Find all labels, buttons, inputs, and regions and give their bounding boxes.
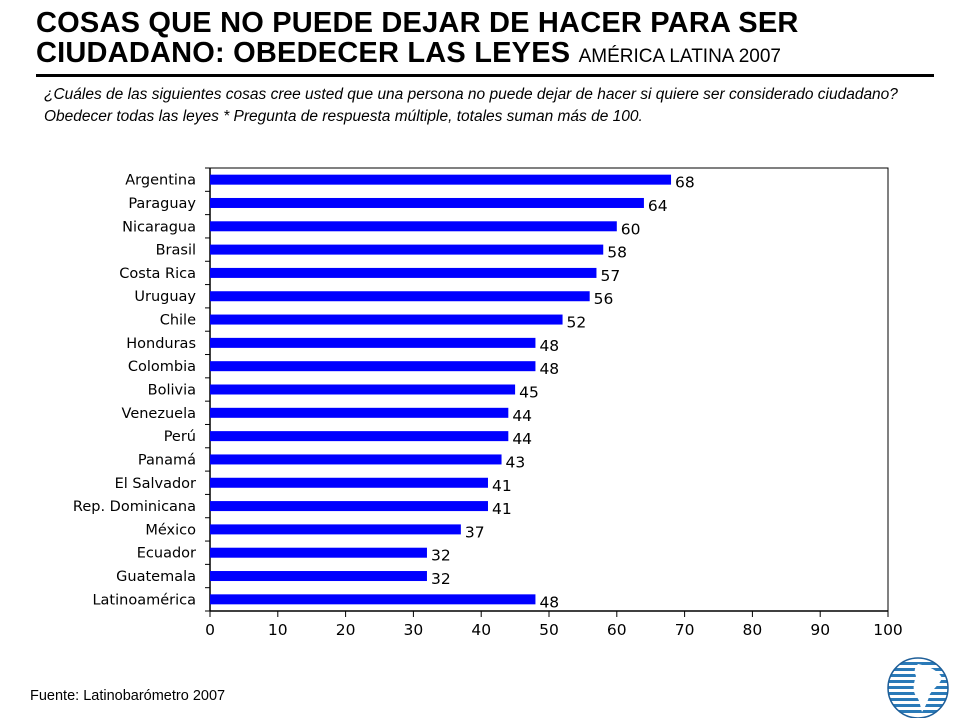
category-label: Argentina (125, 173, 196, 189)
bar (210, 221, 617, 232)
category-label: Rep. Dominicana (73, 499, 196, 515)
category-label: Chile (160, 313, 196, 329)
page-title-line-1: COSAS QUE NO PUEDE DEJAR DE HACER PARA S… (36, 7, 799, 39)
category-label: Colombia (128, 359, 196, 375)
data-label: 48 (539, 593, 559, 611)
category-label: Paraguay (128, 196, 196, 212)
data-label: 48 (539, 337, 559, 355)
category-label: Perú (164, 429, 196, 445)
bar (210, 197, 644, 208)
category-label: Guatemala (116, 569, 196, 585)
data-label: 41 (492, 477, 512, 495)
x-tick-label: 100 (873, 621, 903, 639)
bar (210, 594, 536, 605)
category-label: Uruguay (134, 289, 196, 305)
latinobarometro-globe-icon (884, 654, 956, 723)
x-tick-label: 80 (743, 621, 763, 639)
data-label: 52 (567, 314, 587, 332)
category-label: Honduras (126, 336, 196, 352)
page-title-line-2: CIUDADANO: OBEDECER LAS LEYES AMÉRICA LA… (36, 38, 956, 72)
data-label: 68 (675, 174, 695, 192)
bar (210, 267, 597, 278)
x-tick-label: 60 (607, 621, 627, 639)
data-label: 58 (607, 244, 627, 262)
survey-question: ¿Cuáles de las siguientes cosas cree ust… (44, 86, 898, 125)
data-label: 45 (519, 384, 539, 402)
bar (210, 571, 427, 582)
data-label: 32 (431, 570, 451, 588)
data-label: 60 (621, 220, 641, 238)
data-label: 64 (648, 197, 668, 215)
bar (210, 384, 516, 395)
category-label: Nicaragua (122, 219, 196, 235)
x-tick-label: 50 (539, 621, 559, 639)
bar (210, 244, 604, 255)
source-note: Fuente: Latinobarómetro 2007 (30, 688, 226, 704)
data-label: 37 (465, 523, 485, 541)
category-label: Bolivia (148, 383, 196, 399)
x-tick-label: 10 (268, 621, 288, 639)
bar (210, 361, 536, 372)
bar (210, 174, 672, 185)
category-label: Latinoamérica (92, 592, 196, 608)
x-tick-label: 20 (336, 621, 356, 639)
bar (210, 501, 488, 512)
x-tick-label: 90 (810, 621, 830, 639)
x-tick-label: 70 (675, 621, 695, 639)
data-label: 43 (506, 453, 526, 471)
x-tick-label: 30 (404, 621, 424, 639)
bar-chart: 0 10 20 30 40 50 60 70 80 90 100 Argentina 68 Paragua… (73, 167, 903, 639)
category-label: Costa Rica (119, 266, 196, 282)
data-label: 44 (512, 430, 532, 448)
category-label: Ecuador (137, 546, 196, 562)
data-label: 41 (492, 500, 512, 518)
page-subtitle: AMÉRICA LATINA 2007 (578, 46, 781, 67)
category-label: México (145, 522, 196, 538)
data-label: 57 (600, 267, 620, 285)
category-label: Panamá (138, 452, 196, 468)
bar (210, 524, 461, 535)
data-label: 32 (431, 547, 451, 565)
data-label: 44 (512, 407, 532, 425)
bar (210, 431, 509, 442)
bar (210, 291, 590, 302)
x-tick-label: 40 (471, 621, 491, 639)
category-label: El Salvador (115, 476, 196, 492)
category-label: Venezuela (122, 406, 196, 422)
bar (210, 477, 488, 488)
x-tick-label: 0 (205, 621, 215, 639)
data-label: 56 (594, 290, 614, 308)
title-block: COSAS QUE NO PUEDE DEJAR DE HACER PARA S… (36, 8, 956, 72)
data-label: 48 (539, 360, 559, 378)
bar (210, 314, 563, 325)
bar (210, 547, 427, 558)
page-title-main: CIUDADANO: OBEDECER LAS LEYES (36, 37, 571, 69)
title-divider (36, 74, 934, 77)
bar (210, 337, 536, 348)
category-label: Brasil (156, 243, 196, 259)
bar (210, 407, 509, 418)
bar (210, 454, 502, 465)
